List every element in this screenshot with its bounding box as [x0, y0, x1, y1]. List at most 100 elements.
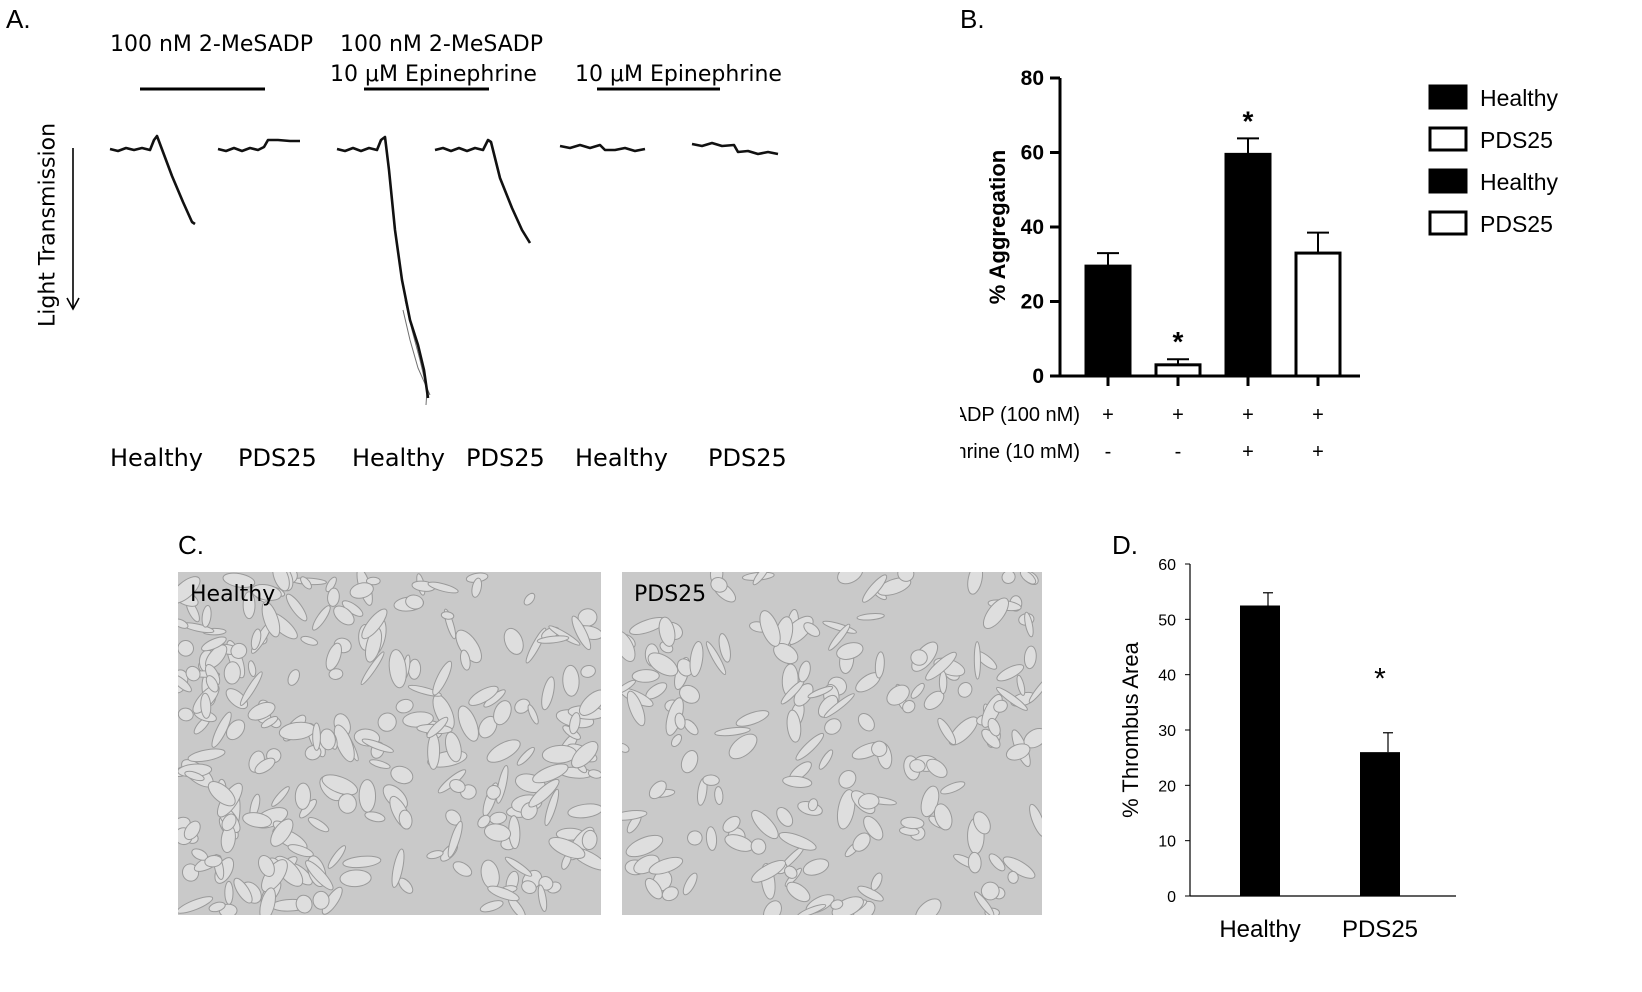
platelet-cell [204, 855, 223, 868]
platelet-cell [307, 817, 330, 833]
platelet-cell [223, 661, 241, 685]
platelet-cell [342, 855, 382, 869]
platelet-cell [528, 778, 560, 808]
platelet-cell [1016, 674, 1026, 696]
platelet-cell [388, 649, 407, 689]
platelet-cell [909, 759, 926, 773]
platelet-cell [1001, 572, 1016, 584]
y-tick-label: 10 [1158, 834, 1176, 851]
down-arrow-icon [66, 148, 80, 311]
legend-label: PDS25 [1480, 211, 1553, 237]
platelet-cell [333, 605, 355, 626]
platelet-cell [648, 780, 667, 800]
platelet-cell [782, 775, 813, 788]
platelet-cell [870, 872, 883, 891]
platelet-cell [982, 597, 1009, 629]
platelet-cell [468, 685, 499, 706]
platelet-cell [312, 722, 321, 751]
platelet-cell [486, 784, 501, 800]
platelet-cell [479, 900, 504, 913]
platelet-cell [644, 877, 663, 900]
platelet-cell [802, 858, 830, 876]
platelet-cell [1019, 572, 1037, 585]
trace-healthy-adp-epi [336, 135, 430, 399]
platelet-cell [205, 675, 219, 693]
platelet-cell [856, 613, 885, 621]
legend-label: PDS25 [1480, 127, 1553, 153]
platelet-cell [287, 669, 300, 686]
platelet-cell [178, 674, 192, 693]
thrombus-area-bar-chart: 0 10 20 30 40 50 60 % Thrombus Area Healthy * PDS2… [1118, 557, 1456, 943]
platelet-cell [361, 738, 394, 753]
platelet-cell [536, 635, 570, 644]
group-label-pds25-2: PDS25 [466, 444, 545, 472]
platelet-cell [670, 734, 683, 748]
platelet-cell [364, 811, 386, 823]
aggregation-traces [66, 87, 779, 406]
platelet-cell [242, 591, 256, 620]
platelet-cell [305, 860, 334, 891]
platelet-cell [580, 665, 596, 678]
platelet-cell [786, 881, 811, 903]
platelet-cell [571, 741, 599, 769]
platelet-cell [915, 898, 942, 915]
platelet-cell [710, 576, 728, 593]
platelet-cell [260, 715, 279, 729]
platelet-cell [735, 710, 770, 727]
platelet-cell [679, 684, 700, 704]
platelet-cell [987, 717, 1001, 737]
platelet-cell [631, 669, 660, 683]
platelet-cell [796, 903, 827, 915]
platelet-cell [504, 856, 533, 877]
platelet-cell [487, 885, 520, 902]
platelet-cell [714, 786, 724, 805]
platelet-cell [1024, 611, 1034, 638]
platelet-cell [178, 618, 189, 629]
platelet-cell [689, 641, 704, 677]
platelet-cell [967, 851, 982, 874]
platelet-cell [622, 810, 648, 821]
platelet-cell [516, 746, 535, 766]
platelet-cell [795, 732, 825, 761]
platelet-cell [187, 748, 226, 763]
platelet-cell [807, 798, 819, 812]
aggregation-bar-chart: 0 20 40 60 80 % Aggregation * * 2-MeSADP (100 nM… [960, 67, 1558, 463]
y-axis-label: % Thrombus Area [1118, 641, 1143, 817]
group-label-healthy-3: Healthy [575, 444, 669, 472]
platelet-cell [321, 774, 359, 796]
platelet-cell [871, 740, 888, 758]
y-tick-label: 60 [1158, 557, 1176, 574]
platelet-cell [705, 641, 727, 676]
platelet-cell [622, 630, 636, 662]
platelet-cell [493, 700, 512, 726]
platelet-cell [271, 786, 290, 807]
platelet-cell [294, 782, 312, 810]
bar-pds25 [1154, 363, 1202, 378]
platelet-cell [339, 869, 372, 888]
platelet-cell [807, 685, 834, 699]
platelet-cell [957, 682, 973, 698]
platelet-cell [751, 809, 779, 840]
trace-healthy-epi [559, 143, 646, 153]
platelet-cell [658, 616, 676, 647]
y-axis-label: % Aggregation [985, 150, 1010, 304]
platelet-cell [261, 601, 281, 638]
micrograph-label-pds25: PDS25 [634, 582, 707, 607]
platelet-cell [858, 793, 880, 810]
treatment-label-adp-epi-line1: 100 nM 2-MeSADP [340, 32, 543, 57]
platelet-cell [910, 682, 925, 699]
platelet-cell [328, 668, 344, 680]
platelet-cell [226, 719, 246, 741]
platelet-cell [349, 582, 374, 599]
panel-c-label: C. [178, 530, 204, 560]
platelet-cell [1029, 803, 1042, 838]
platelet-cell [503, 627, 524, 655]
platelet-cell [857, 713, 875, 732]
platelet-cell [937, 717, 957, 746]
platelet-cell [973, 811, 991, 835]
platelet-cell [587, 769, 601, 779]
platelet-cell [798, 660, 811, 683]
platelet-cell [661, 886, 679, 902]
platelet-cell [457, 705, 479, 742]
condition-label: Epinephrine (10 mM) [960, 441, 1080, 463]
